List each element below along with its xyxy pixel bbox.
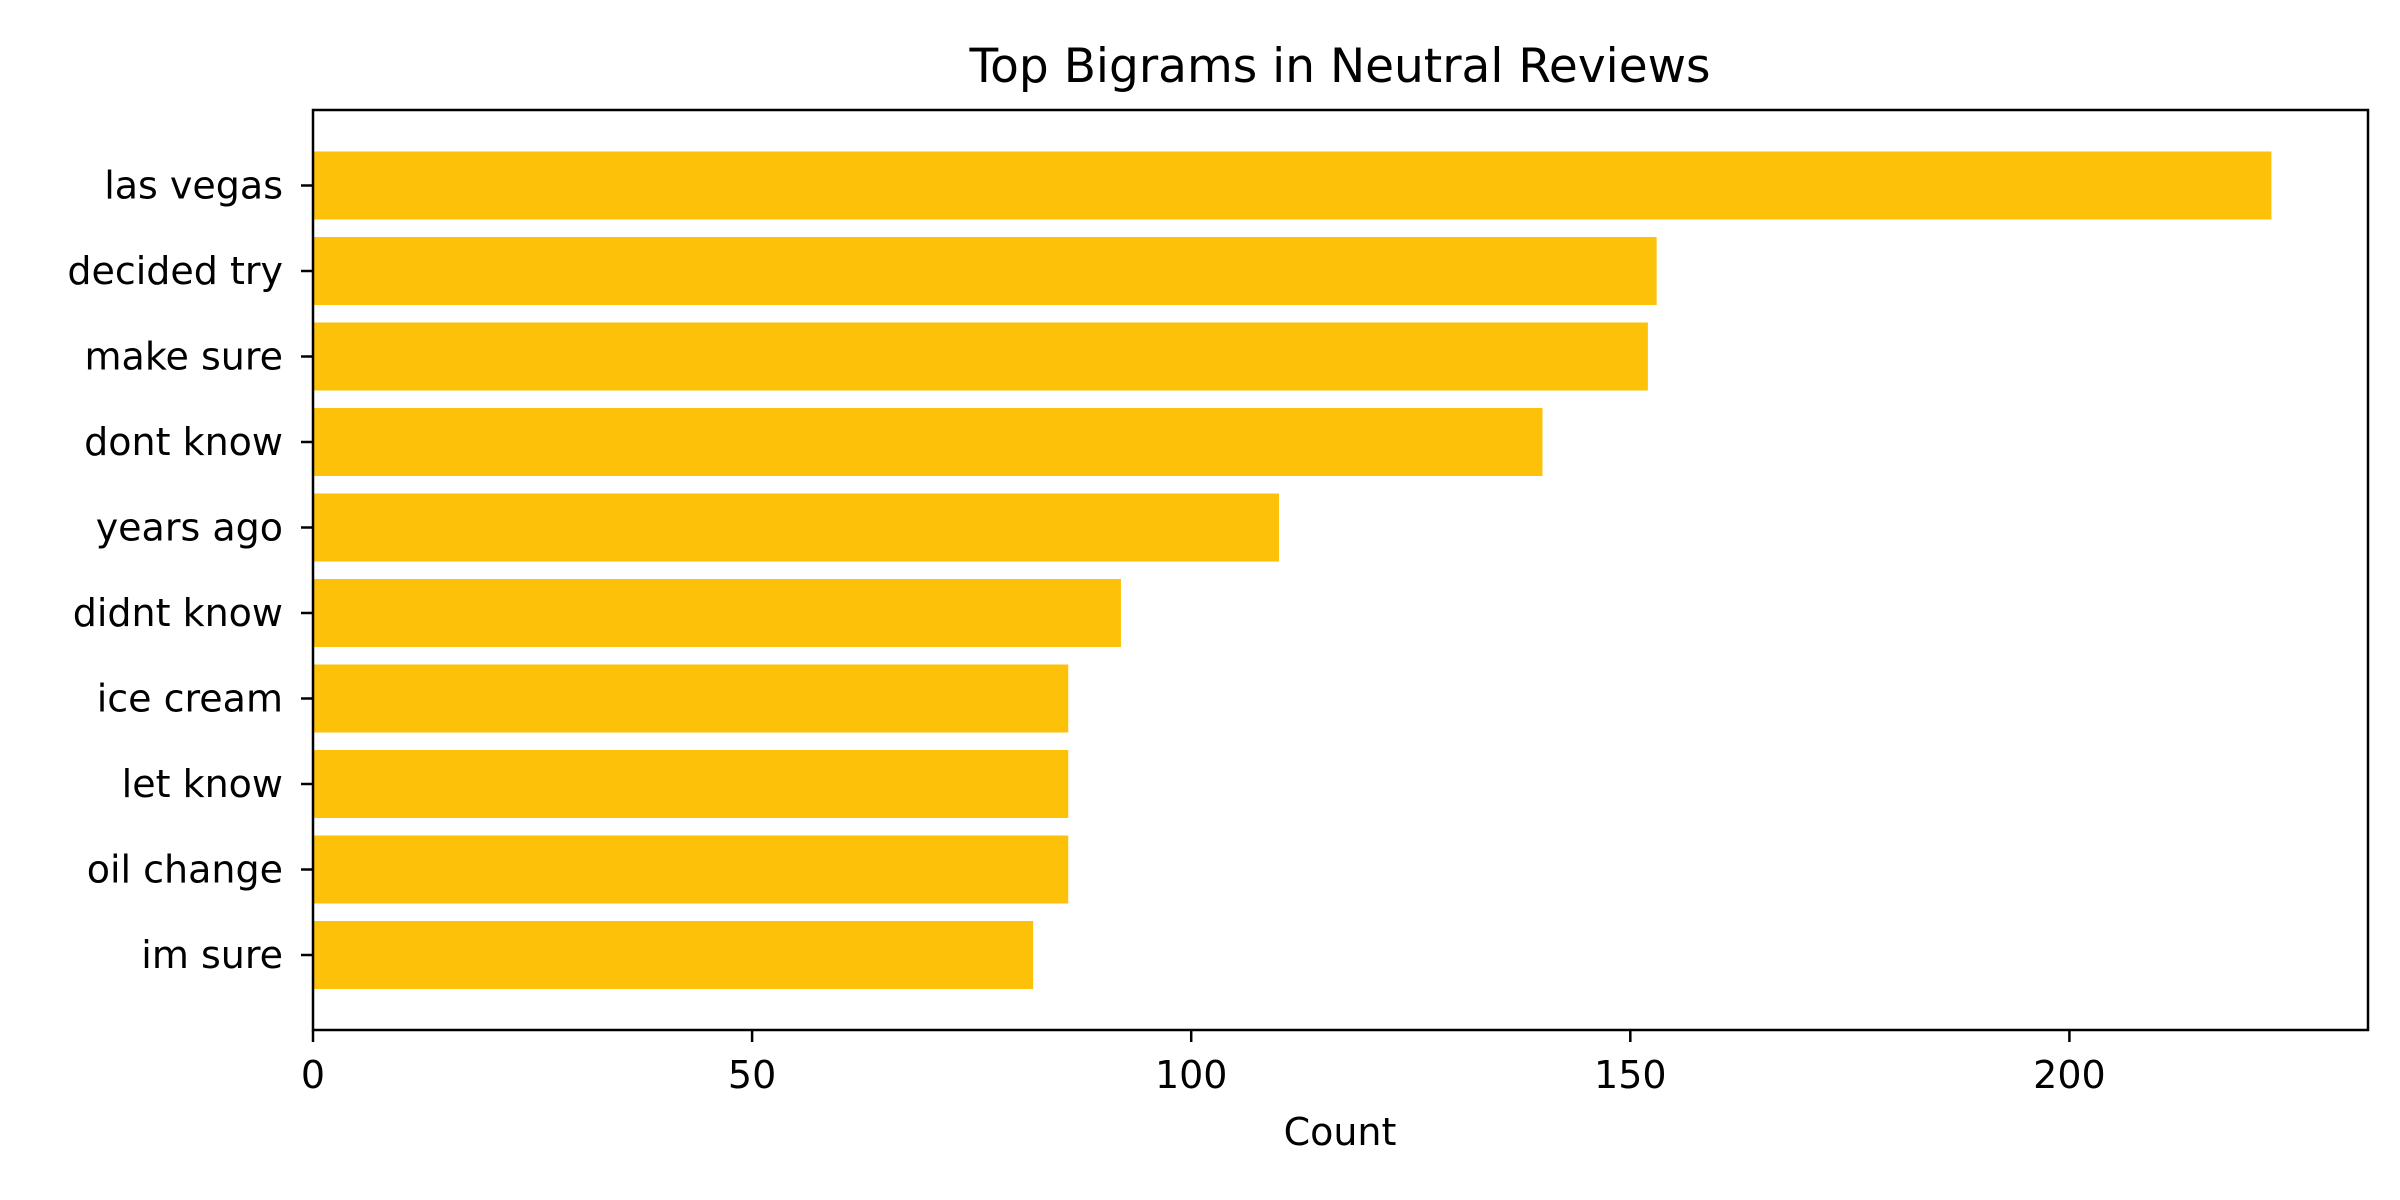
y-tick-label-ice-cream: ice cream <box>97 677 283 721</box>
x-axis-label: Count <box>1284 1110 1397 1154</box>
bar-decided-try <box>313 237 1657 305</box>
y-tick-label-make-sure: make sure <box>85 335 283 379</box>
x-tick-label-200: 200 <box>2033 1053 2106 1097</box>
bar-dont-know <box>313 408 1543 476</box>
y-tick-label-oil-change: oil change <box>87 848 283 892</box>
y-tick-label-years-ago: years ago <box>96 506 283 550</box>
bar-ice-cream <box>313 664 1069 733</box>
y-tick-label-let-know: let know <box>122 762 283 806</box>
x-axis-ticks: 0 50 100 150 200 <box>301 1030 2106 1097</box>
bar-im-sure <box>313 921 1034 989</box>
bar-years-ago <box>313 493 1280 562</box>
bar-didnt-know <box>313 579 1121 647</box>
bar-make-sure <box>313 322 1648 391</box>
y-tick-label-im-sure: im sure <box>141 933 283 977</box>
bars-group <box>313 151 2272 989</box>
bar-oil-change <box>313 835 1069 904</box>
y-tick-label-dont-know: dont know <box>84 420 283 464</box>
y-axis-ticks: las vegas decided try make sure dont know ye… <box>67 164 313 977</box>
x-tick-label-50: 50 <box>728 1053 776 1097</box>
x-tick-label-150: 150 <box>1594 1053 1667 1097</box>
y-tick-label-decided-try: decided try <box>67 249 283 293</box>
x-tick-label-100: 100 <box>1155 1053 1228 1097</box>
bar-las-vegas <box>313 151 2272 220</box>
y-tick-label-las-vegas: las vegas <box>104 164 283 208</box>
y-tick-label-didnt-know: didnt know <box>73 591 283 635</box>
plot-area-frame <box>311 108 2370 1032</box>
chart-title: Top Bigrams in Neutral Reviews <box>968 39 1710 94</box>
x-tick-label-0: 0 <box>301 1053 325 1097</box>
bar-let-know <box>313 750 1069 818</box>
